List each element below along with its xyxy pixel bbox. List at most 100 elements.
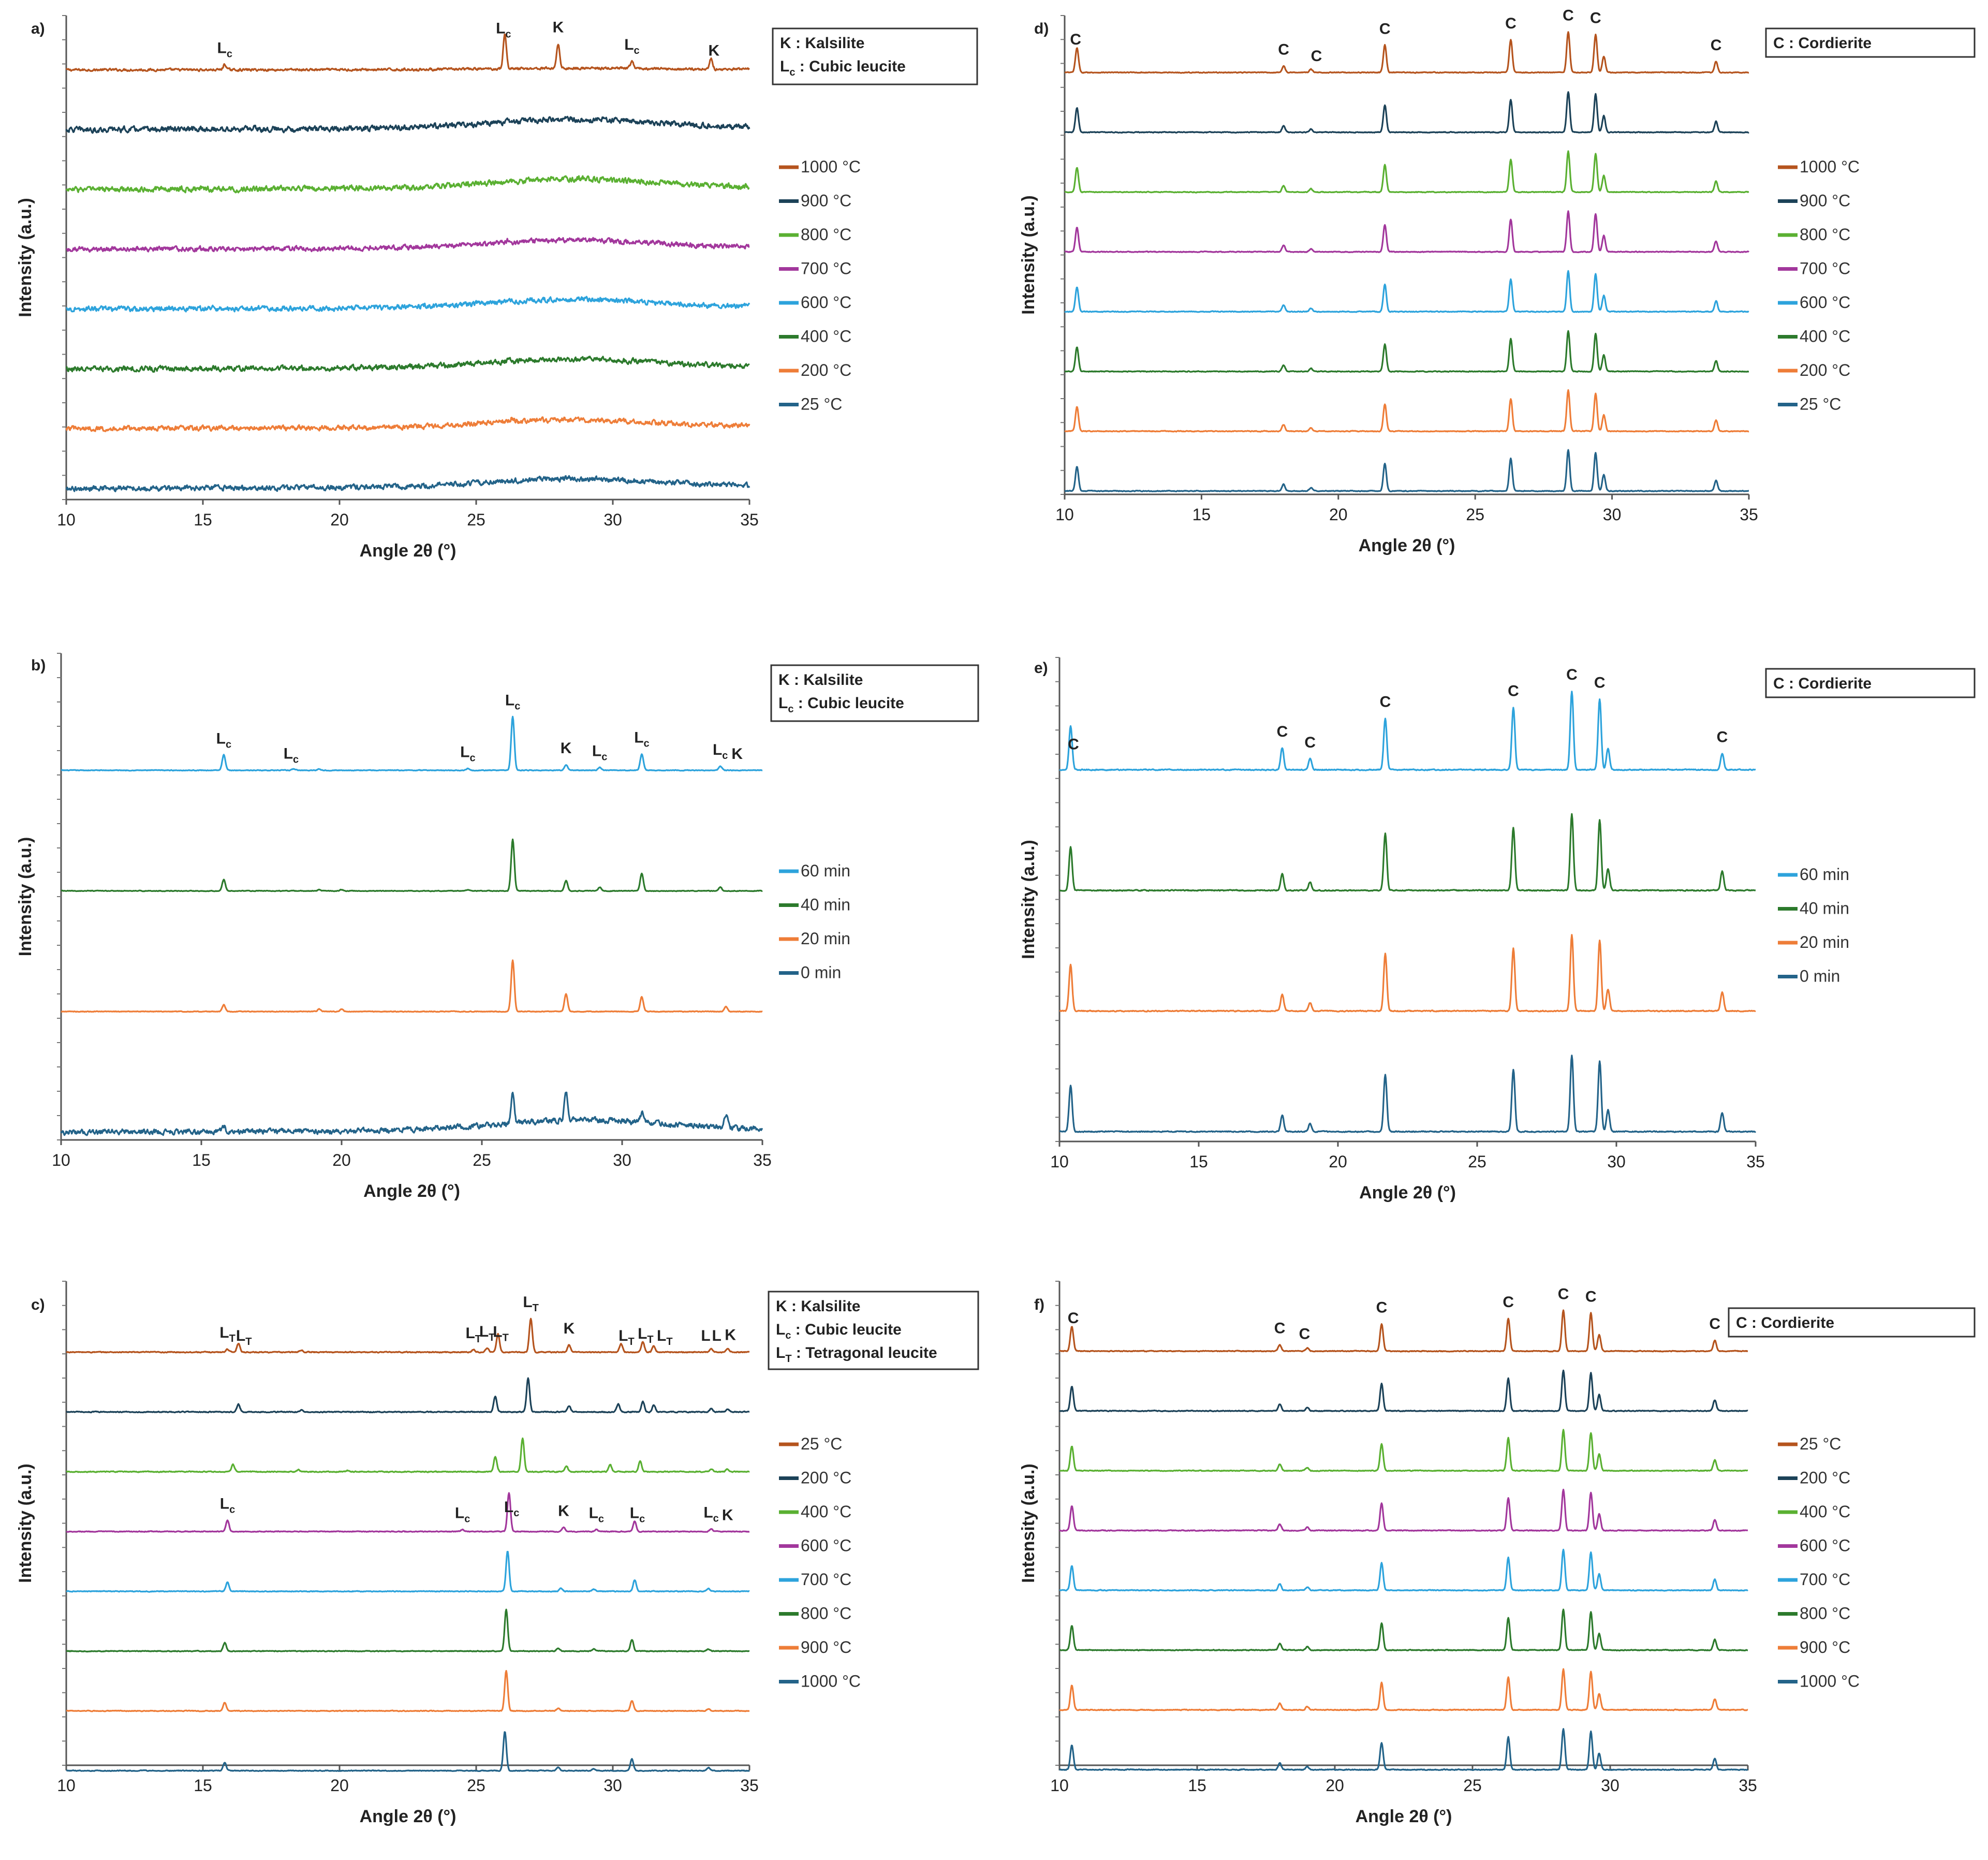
x-tick-label: 20 [1326,1776,1344,1795]
series-trace-200C [65,416,750,432]
peak-annotation: C [1379,21,1391,38]
x-tick-label: 25 [473,1151,491,1169]
legend-label: 200 °C [1800,361,1850,379]
series-trace-900C [65,115,750,134]
series-trace-40min [61,838,763,892]
series-trace-900C [1064,91,1749,134]
series-trace-700C [66,1550,750,1593]
peak-annotation: Lc [703,1504,718,1525]
peak-annotation: C [1709,1315,1720,1332]
x-tick-label: 30 [1603,505,1622,524]
legend-label: 25 °C [801,1434,842,1453]
series-trace-900C [66,1669,750,1712]
legend-label: 40 min [1800,899,1849,918]
peak-annotation: LT [638,1325,654,1345]
series-trace-1000C [66,1731,750,1773]
legend-label: 600 °C [801,1536,851,1555]
x-tick-label: 25 [1463,1776,1482,1795]
x-tick-label: 30 [1601,1776,1619,1795]
x-tick-label: 10 [52,1151,70,1169]
series-trace-700C [66,237,750,253]
series-trace-60min [61,715,763,772]
series-trace-800C [1059,1608,1748,1652]
peak-annotation: C [1304,734,1316,751]
x-tick-label: 15 [192,1151,211,1169]
legend-label: 700 °C [801,259,851,278]
peak-annotation: Lc [460,743,475,764]
legend-label: 200 °C [1800,1469,1850,1487]
legend-label: 25 °C [801,395,842,414]
legend-label: 700 °C [1800,259,1850,278]
y-axis-title: Intensity (a.u.) [16,198,35,317]
x-axis-title: Angle 2θ (°) [1359,1183,1456,1203]
legend-label: 800 °C [1800,1604,1850,1623]
x-tick-label: 35 [1746,1152,1765,1171]
phase-key-box [1765,668,1976,698]
phase-key-entry: K : Kalsilite [780,35,864,52]
x-tick-label: 10 [57,1776,76,1795]
panel-d: d) 10 15 20 25 30 35 Angle 2θ (°) Intensity (a.u… [1019,7,1976,555]
peak-annotation: C [1563,7,1574,24]
series-trace-600C [1059,1488,1748,1532]
series-trace-400C [1059,1429,1748,1472]
x-tick-label: 20 [330,1776,349,1795]
legend-label: 20 min [1800,933,1849,951]
legend-label: 40 min [801,896,850,914]
legend-label: 200 °C [801,1469,851,1487]
peak-annotation: Lc [634,729,649,750]
peak-annotation: C [1277,723,1288,740]
x-tick-label: 20 [330,510,349,529]
legend-label: 900 °C [801,1638,851,1657]
x-tick-label: 25 [1466,505,1484,524]
y-axis-title: Intensity (a.u.) [16,837,35,956]
series-trace-600C [1064,270,1749,313]
legend-label: 60 min [801,861,850,880]
peak-annotation: K [709,42,720,59]
x-tick-label: 15 [194,510,212,529]
peak-annotation: LT [219,1324,235,1344]
series-trace-1000C [1064,31,1749,74]
series-trace-1000C [65,33,750,72]
peak-annotation: K [553,19,564,36]
peak-annotation: LT [479,1323,495,1343]
phase-key-box [1728,1307,1976,1338]
peak-annotation: LT [465,1325,481,1345]
peak-annotation: C [1717,729,1728,746]
peak-annotation: C [1566,666,1578,683]
y-axis-title: Intensity (a.u.) [1019,840,1038,959]
peak-annotation: C [1590,9,1601,26]
x-tick-label: 20 [332,1151,351,1169]
x-tick-label: 35 [1740,505,1758,524]
x-tick-label: 30 [603,1776,622,1795]
phase-key-entry: C : Cordierite [1773,35,1872,52]
phase-key-entry: C : Cordierite [1773,675,1872,692]
x-tick-label: 30 [603,510,622,529]
peak-annotation: Lc [455,1505,470,1525]
legend-label: 800 °C [1800,225,1850,244]
peak-annotation: C [1508,682,1519,699]
legend-label: 0 min [801,963,841,982]
series-trace-200C [66,1377,750,1414]
peak-annotation: K [725,1327,736,1344]
x-tick-label: 10 [57,510,76,529]
series-trace-200C [1059,1369,1748,1413]
peak-annotation: L [712,1327,721,1344]
series-trace-400C [66,1437,750,1473]
legend-label: 200 °C [801,361,851,379]
peak-annotation: LT [236,1327,252,1348]
phase-key-box [1765,27,1976,58]
panel-label-d: d) [1034,20,1049,37]
phase-key-entry: C : Cordierite [1736,1314,1834,1331]
panel-a: a) 10 15 20 25 30 35 Angle 2θ (°) Intensity (a.u… [16,15,978,561]
peak-annotation: Lc [589,1505,604,1525]
series-trace-25C [1064,449,1749,493]
panel-b: b) 10 15 20 25 30 35 Angle 2θ (°) Intensity (a.u… [16,653,979,1201]
x-tick-label: 15 [1189,1152,1208,1171]
phase-key-box [772,27,978,85]
legend-label: 400 °C [801,327,851,346]
x-tick-label: 10 [1055,505,1074,524]
legend-label: 900 °C [1800,192,1850,210]
peak-annotation: Lc [713,741,728,761]
